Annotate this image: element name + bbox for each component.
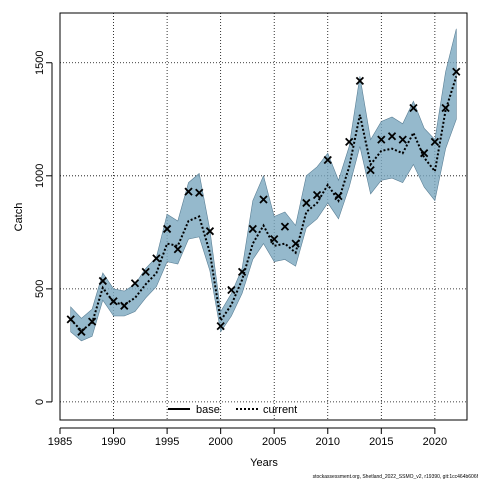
y-axis-title: Catch — [13, 203, 25, 232]
observed-point-2009 — [312, 190, 322, 200]
observed-point-1990 — [109, 297, 118, 306]
observed-point-2000 — [216, 322, 225, 331]
observed-point-2011 — [334, 192, 343, 201]
observed-point-2007 — [291, 239, 300, 248]
y-tick-label-500: 500 — [34, 280, 46, 298]
plot-frame — [59, 12, 468, 421]
footer-credit: stockassessment.org, Shetland_2022_SSMO_… — [313, 474, 479, 480]
observed-point-2018 — [409, 103, 418, 113]
observed-point-2021 — [441, 103, 450, 113]
observed-point-2006 — [280, 222, 290, 231]
y-tick-label-0: 0 — [34, 399, 46, 405]
observed-point-1997 — [184, 187, 193, 196]
confidence-band-layer — [70, 28, 457, 342]
observed-point-1986 — [66, 315, 75, 324]
observed-point-2020 — [430, 137, 440, 147]
observed-point-2001 — [227, 285, 236, 295]
observed-point-1989 — [98, 276, 107, 286]
observed-point-2004 — [259, 195, 268, 204]
x-tick-label-2005: 2005 — [262, 436, 286, 448]
x-tick-label-1995: 1995 — [155, 436, 179, 448]
observed-point-2008 — [302, 198, 311, 208]
observed-point-1995 — [162, 224, 172, 234]
x-tick-label-2010: 2010 — [316, 436, 340, 448]
observed-point-1993 — [141, 267, 150, 277]
x-tick-label-1990: 1990 — [101, 436, 125, 448]
legend: base current — [168, 404, 297, 416]
confidence-band — [70, 28, 457, 342]
observed-point-2017 — [398, 135, 407, 144]
x-tick-label-2020: 2020 — [423, 436, 447, 448]
y-tick-label-1000: 1000 — [34, 164, 46, 188]
observed-point-2002 — [237, 267, 247, 277]
observed-point-1991 — [120, 301, 129, 310]
observed-point-2014 — [366, 166, 375, 175]
y-tick-label-1500: 1500 — [34, 51, 46, 75]
observed-point-2016 — [387, 132, 397, 141]
observed-point-2010 — [323, 155, 332, 165]
observed-point-1998 — [195, 188, 204, 197]
observed-point-1999 — [205, 227, 215, 236]
x-axis: 1985 1990 1995 2000 2005 2010 2015 2020 — [48, 427, 447, 448]
y-axis: 0 500 1000 1500 — [34, 51, 53, 405]
observed-point-1994 — [152, 254, 161, 263]
observed-catch-markers — [66, 67, 461, 336]
x-tick-label-1985: 1985 — [48, 436, 72, 448]
observed-point-2019 — [420, 149, 429, 158]
observed-point-1996 — [173, 245, 182, 254]
legend-current-label: current — [263, 404, 297, 416]
legend-base-label: base — [196, 404, 220, 416]
observed-point-1987 — [77, 327, 86, 336]
observed-point-2015 — [377, 135, 386, 144]
x-tick-label-2000: 2000 — [208, 436, 232, 448]
series-current-line — [69, 75, 458, 333]
observed-point-1988 — [87, 317, 97, 326]
observed-point-2005 — [270, 234, 279, 244]
observed-point-2003 — [248, 224, 257, 234]
observed-point-1992 — [130, 279, 140, 288]
observed-point-2022 — [452, 67, 461, 76]
observed-point-2013 — [355, 76, 365, 85]
observed-point-2012 — [345, 137, 354, 147]
x-tick-label-2015: 2015 — [369, 436, 393, 448]
x-axis-title: Years — [250, 457, 278, 469]
series-line-layer — [69, 75, 458, 333]
